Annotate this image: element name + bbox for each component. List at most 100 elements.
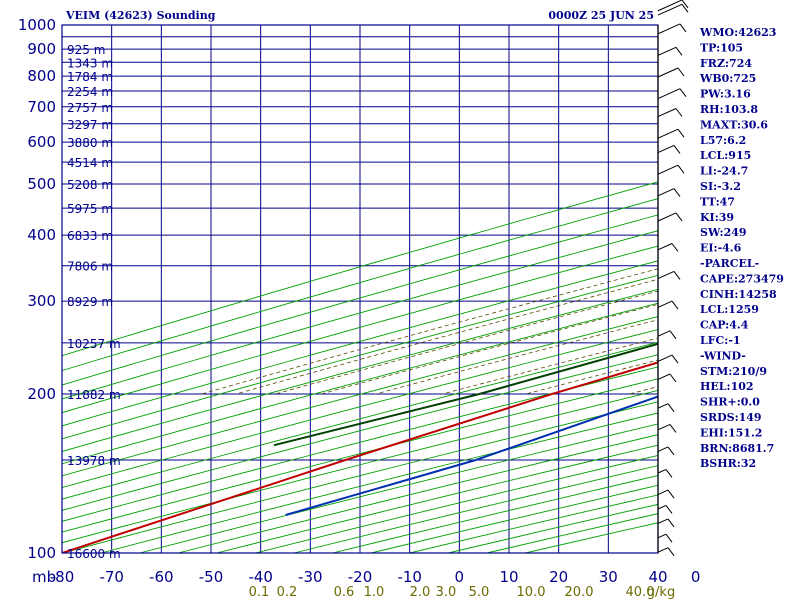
wind-barb xyxy=(658,404,668,409)
height-label: 8929 m xyxy=(67,295,113,309)
height-label: 925 m xyxy=(67,43,105,57)
height-label: 13978 m xyxy=(67,454,121,468)
temperature-line xyxy=(62,44,800,553)
dry-adiabat xyxy=(0,14,800,553)
wind-barb xyxy=(658,109,676,117)
temp-tick-label: -50 xyxy=(199,568,224,586)
dry-adiabat xyxy=(0,14,800,553)
index-item: BRN:8681.7 xyxy=(700,442,774,455)
index-item: SI:-3.2 xyxy=(700,180,741,193)
mixing-ratio-label: 10.0 xyxy=(517,585,546,600)
wind-barb xyxy=(658,548,668,553)
wind-barb xyxy=(658,89,680,99)
wind-barb xyxy=(658,374,670,379)
height-label: 2757 m xyxy=(67,101,113,115)
pressure-tick-label: 500 xyxy=(27,175,56,193)
temp-tick-label: -20 xyxy=(348,568,373,586)
wind-barb-flag xyxy=(682,0,688,8)
wind-barb-flag xyxy=(672,355,678,363)
height-label: 5208 m xyxy=(67,178,113,192)
dry-adiabat xyxy=(0,14,800,553)
wind-barb xyxy=(658,68,678,77)
wind-barb-flag xyxy=(678,68,684,76)
temp-tick-label: -30 xyxy=(298,568,323,586)
wind-barb-flag xyxy=(682,4,688,12)
wind-barb xyxy=(658,129,678,138)
pressure-tick-label: 200 xyxy=(27,385,56,403)
index-item: BSHR:32 xyxy=(700,457,756,470)
wind-barb-flag xyxy=(674,189,680,197)
index-item: SW:249 xyxy=(700,226,747,239)
height-label: 1784 m xyxy=(67,70,113,84)
height-label: 1343 m xyxy=(67,56,113,70)
index-item: L57:6.2 xyxy=(700,134,746,147)
index-item: SRDS:149 xyxy=(700,411,762,424)
pressure-tick-label: 900 xyxy=(27,40,56,58)
mixing-ratio-label: 3.0 xyxy=(436,585,457,600)
height-label: 3880 m xyxy=(67,136,113,150)
dry-adiabat xyxy=(0,14,800,553)
mixing-ratio-label: 1.0 xyxy=(364,585,385,600)
chart-title: VEIM (42623) Sounding xyxy=(65,9,216,22)
wind-barb-flag xyxy=(670,424,676,432)
wind-barb-flag xyxy=(670,374,676,382)
mixing-ratio-label: 2.0 xyxy=(410,585,431,600)
index-item: TT:47 xyxy=(700,195,735,208)
chart-time: 0000Z 25 JUN 25 xyxy=(548,9,654,22)
index-item: LCL:915 xyxy=(700,149,751,162)
mixing-ratio-label: g/kg xyxy=(647,585,675,600)
wind-barb-flag xyxy=(680,89,686,97)
index-item: SHR+:0.0 xyxy=(700,396,760,409)
mixing-ratio-label: 20.0 xyxy=(565,585,594,600)
height-label: 2254 m xyxy=(67,85,113,99)
height-label: 3297 m xyxy=(67,118,113,132)
wind-barb-flag xyxy=(668,490,674,498)
wind-barb-flag xyxy=(680,24,686,32)
index-item: MAXT:30.6 xyxy=(700,118,768,131)
index-item: HEL:102 xyxy=(700,380,754,393)
height-label: 4514 m xyxy=(67,156,113,170)
wind-barb-flag xyxy=(668,519,674,527)
dry-adiabat xyxy=(0,14,800,553)
wind-barb-flag xyxy=(672,244,678,252)
height-label: 6833 m xyxy=(67,229,113,243)
wind-barb xyxy=(658,24,680,34)
index-item: LFC:-1 xyxy=(700,334,741,347)
temp-tick-label: 30 xyxy=(599,568,618,586)
wind-barb-flag xyxy=(678,129,684,137)
mixing-ratio-label: 5.0 xyxy=(469,585,490,600)
wind-barb xyxy=(658,447,668,452)
wind-barb-flag xyxy=(666,469,672,477)
dry-adiabat xyxy=(0,14,800,553)
pressure-tick-label: 800 xyxy=(27,67,56,85)
height-label: 10257 m xyxy=(67,337,121,351)
pressure-tick-label: 700 xyxy=(27,98,56,116)
wind-barb xyxy=(658,145,674,152)
index-item: RH:103.8 xyxy=(700,103,758,116)
wind-barb-flag xyxy=(666,505,672,513)
temp-tick-label: 0 xyxy=(691,568,701,586)
wind-barb xyxy=(658,355,672,361)
pressure-tick-label: 100 xyxy=(27,544,56,562)
dry-adiabat xyxy=(0,14,800,553)
wind-barb xyxy=(658,490,668,495)
wind-barb xyxy=(658,331,670,336)
wind-barb-flag xyxy=(670,331,676,339)
wind-barb xyxy=(658,519,668,524)
wind-barb-flag xyxy=(668,404,674,412)
wind-barb xyxy=(658,213,676,221)
wind-barb xyxy=(658,534,666,538)
wind-barb-flag xyxy=(676,213,682,221)
wind-barb-flag xyxy=(678,165,684,173)
wind-barb-flag xyxy=(666,534,672,542)
index-item: STM:210/9 xyxy=(700,365,767,378)
moist-adiabat xyxy=(525,25,800,394)
wind-barb-flag xyxy=(668,447,674,455)
wind-barb-flag xyxy=(674,145,680,153)
indices-panel: WMO:42623TP:105FRZ:724WB0:725PW:3.16RH:1… xyxy=(699,26,784,470)
mixing-ratio-label: 0.6 xyxy=(334,585,355,600)
dry-adiabat xyxy=(101,14,800,553)
index-item: CINH:14258 xyxy=(700,288,777,301)
